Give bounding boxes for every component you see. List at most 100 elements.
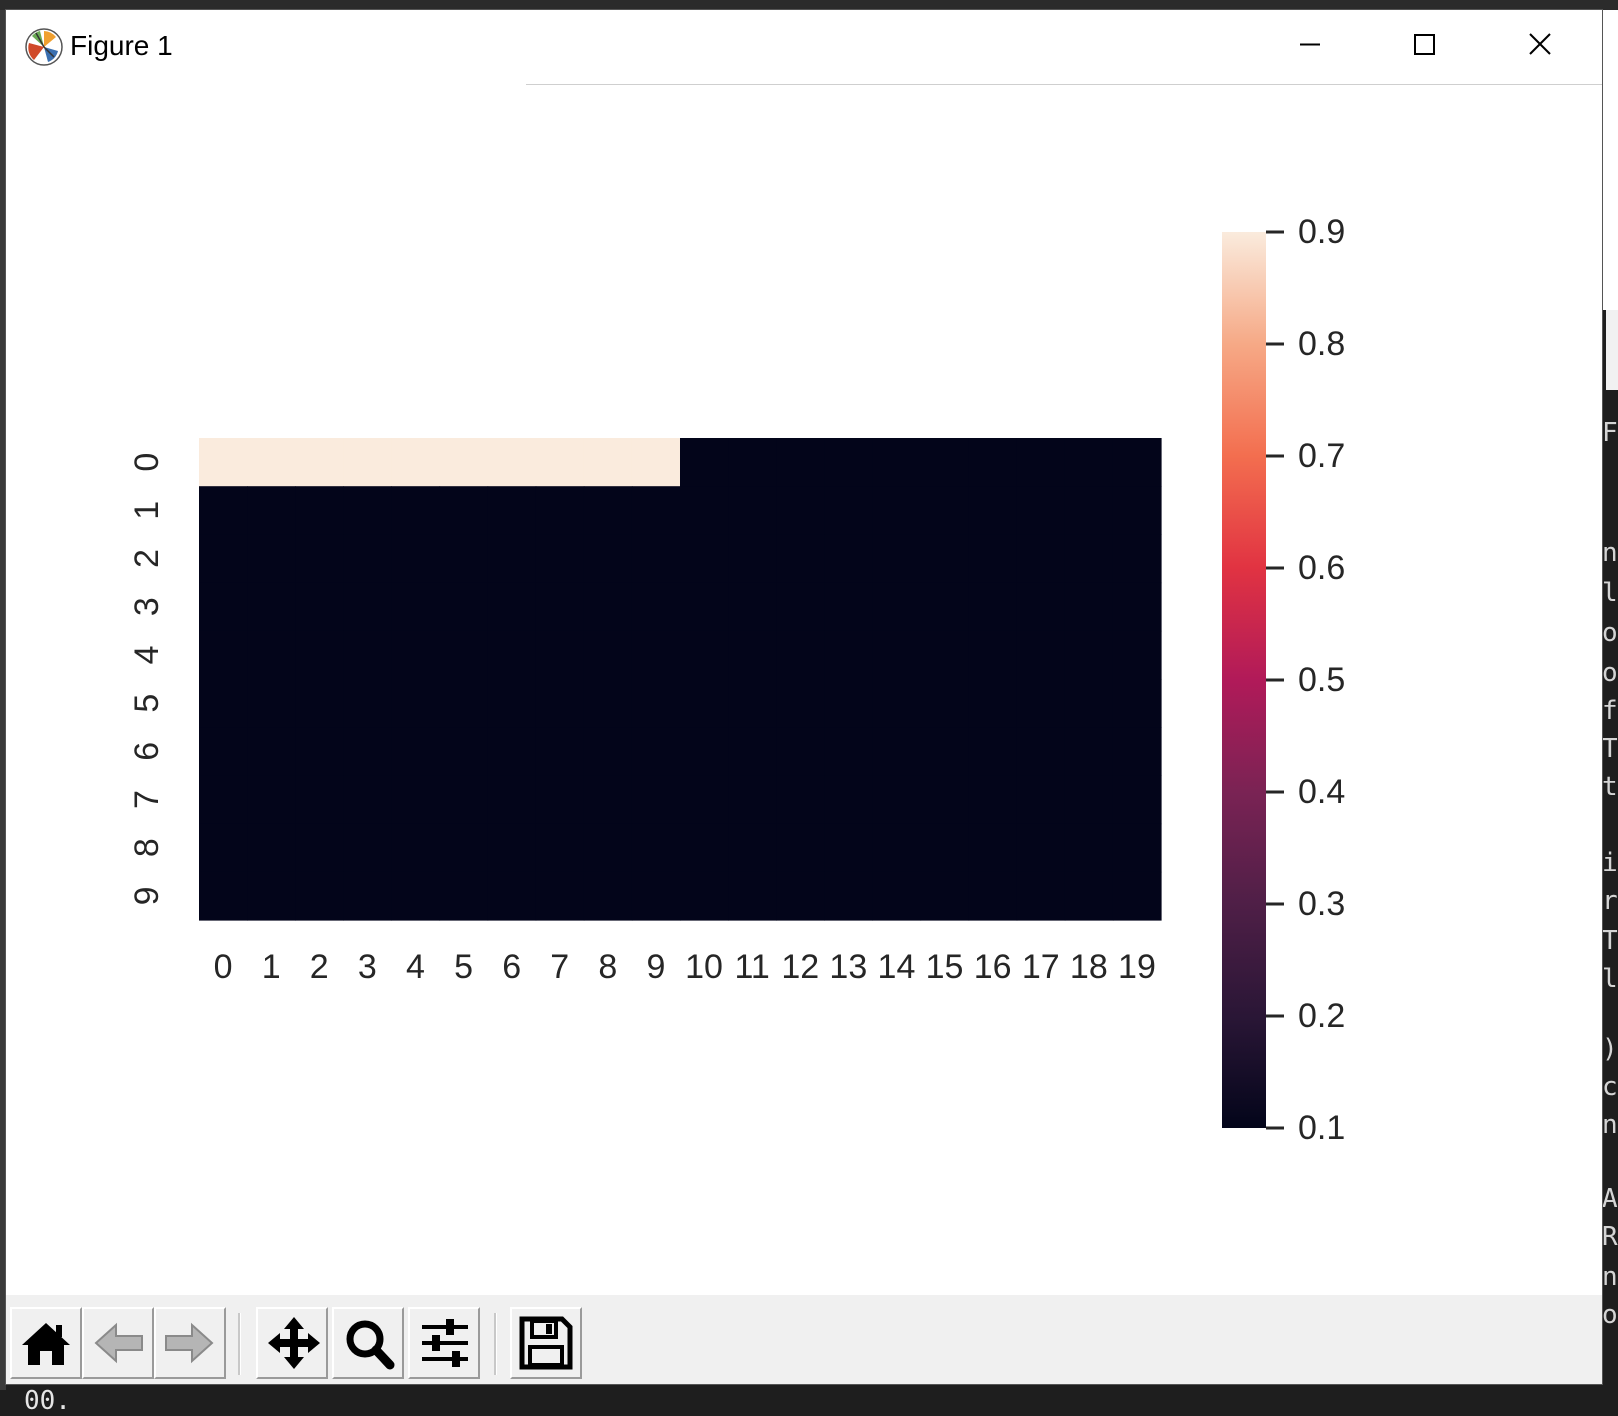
heatmap-cell	[199, 679, 248, 728]
heatmap-cell	[631, 775, 681, 825]
heatmap-cell	[1016, 534, 1066, 584]
heatmap-cell	[728, 823, 777, 873]
desktop-top-strip	[0, 0, 1618, 10]
heatmap-cell	[535, 486, 585, 535]
heatmap-cell	[295, 438, 344, 487]
heatmap-cell	[920, 582, 970, 632]
heatmap-cell	[1064, 582, 1114, 632]
heatmap-cell	[1016, 775, 1066, 825]
heatmap-cell	[535, 438, 585, 487]
heatmap-cell	[1016, 582, 1066, 632]
y-tick-label: 1	[128, 501, 166, 520]
heatmap-cell	[680, 727, 729, 776]
heatmap-cell	[535, 775, 585, 825]
heatmap-cell	[824, 679, 873, 728]
heatmap-cell	[247, 438, 296, 487]
heatmap-cell	[920, 630, 970, 680]
x-tick-label: 18	[1070, 948, 1108, 986]
matplotlib-logo-icon	[25, 28, 63, 66]
background-text-fragment: R	[1602, 1222, 1618, 1252]
heatmap-cell	[968, 871, 1018, 921]
heatmap-cell	[728, 679, 777, 728]
colorbar-tick-label: 0.3	[1298, 885, 1345, 923]
heatmap-cell	[872, 582, 922, 632]
heatmap-cell	[583, 679, 633, 728]
heatmap-cell	[487, 727, 537, 776]
heatmap-cell	[680, 679, 729, 728]
x-tick-label: 10	[685, 948, 723, 986]
colorbar-tick-label: 0.2	[1298, 997, 1345, 1035]
heatmap-cell	[343, 823, 392, 873]
x-tick-labels: 0 1 2 3 4 5 6 7 8 9 10 11 12 13 14 15 16 17 18 19	[214, 948, 1156, 986]
heatmap-cell	[583, 630, 633, 680]
heatmap-cell	[535, 823, 585, 873]
heatmap-cell	[968, 727, 1018, 776]
heatmap-cell	[199, 534, 248, 584]
heatmap-cell	[872, 534, 922, 584]
heatmap-cell	[439, 630, 489, 680]
title-bar[interactable]: Figure 1	[6, 10, 1602, 84]
y-tick-label: 2	[128, 549, 166, 568]
close-button[interactable]	[1483, 10, 1599, 84]
heatmap-cell	[1016, 679, 1066, 728]
heatmap-cell	[680, 534, 729, 584]
heatmap-cell	[824, 630, 873, 680]
heatmap-cell	[824, 438, 873, 487]
save-button[interactable]	[510, 1307, 582, 1379]
heatmap-cell	[391, 727, 441, 776]
colorbar-tick-label: 0.7	[1298, 437, 1345, 475]
back-button[interactable]	[82, 1307, 154, 1379]
y-tick-label: 3	[128, 597, 166, 616]
heatmap-cell	[872, 486, 922, 535]
heatmap-cell	[583, 775, 633, 825]
heatmap-cell	[680, 823, 729, 873]
heatmap-cell	[439, 775, 489, 825]
background-text-fragment: l	[1602, 964, 1618, 994]
y-tick-label: 7	[128, 790, 166, 809]
heatmap-cell	[487, 534, 537, 584]
configure-subplots-button[interactable]	[408, 1307, 480, 1379]
heatmap-cell	[487, 823, 537, 873]
x-tick-label: 8	[598, 948, 617, 986]
heatmap-cell	[391, 534, 441, 584]
background-text-fragment: T	[1602, 926, 1618, 956]
background-text-fragment: r	[1602, 886, 1618, 916]
y-tick-label: 5	[128, 694, 166, 713]
heatmap-cell	[1112, 775, 1162, 825]
minimize-button[interactable]	[1251, 10, 1367, 84]
heatmap-cell	[872, 823, 922, 873]
zoom-button[interactable]	[332, 1307, 404, 1379]
heatmap-cell	[343, 871, 392, 921]
maximize-button[interactable]	[1367, 10, 1483, 84]
heatmap-cell	[776, 438, 825, 487]
heatmap-cell	[199, 775, 248, 825]
terminal-output: 00.	[24, 1386, 71, 1416]
background-text-fragment: T	[1602, 734, 1618, 764]
heatmap-cell	[776, 630, 825, 680]
heatmap-cell	[968, 534, 1018, 584]
maximize-icon	[1414, 34, 1435, 55]
heatmap-cell	[343, 486, 392, 535]
floppy-disk-icon	[519, 1316, 573, 1370]
heatmap-cell	[728, 438, 777, 487]
figure-window: Figure 1	[6, 10, 1602, 1384]
heatmap-cell	[1016, 438, 1066, 487]
arrow-left-icon	[94, 1322, 143, 1364]
colorbar-tick-label: 0.6	[1298, 549, 1345, 587]
heatmap-cell	[439, 823, 489, 873]
heatmap-cell	[776, 727, 825, 776]
heatmap-cell	[680, 438, 729, 487]
heatmap-cell	[295, 775, 344, 825]
heatmap-cell	[1112, 871, 1162, 921]
heatmap-cell	[295, 679, 344, 728]
x-tick-label: 14	[878, 948, 916, 986]
heatmap-cell	[824, 486, 873, 535]
background-text-fragment: n	[1602, 1262, 1618, 1292]
pan-button[interactable]	[256, 1307, 328, 1379]
home-button[interactable]	[10, 1307, 82, 1379]
heatmap-cell	[680, 630, 729, 680]
heatmap-cell	[920, 727, 970, 776]
heatmap-cell	[199, 630, 248, 680]
forward-button[interactable]	[154, 1307, 226, 1379]
